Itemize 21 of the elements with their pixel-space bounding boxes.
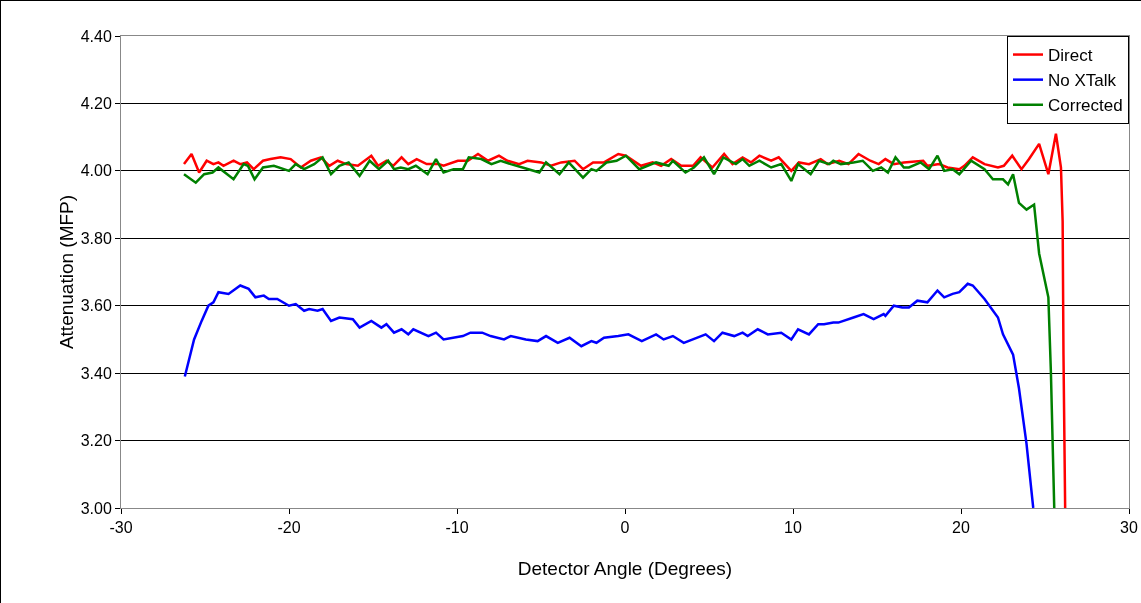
x-tick-label: 30 [1120,519,1138,537]
x-tick-label: 10 [784,519,802,537]
y-tick-label: 3.20 [80,432,112,450]
x-tick-label: -10 [445,519,469,537]
legend-label: Direct [1048,46,1093,66]
y-tick-label: 3.80 [80,229,112,247]
y-tick-label: 4.40 [80,27,112,45]
y-tick-label: 4.20 [80,95,112,113]
x-tick-label: -20 [277,519,301,537]
legend-label: Corrected [1048,96,1123,116]
line-series [183,282,1035,508]
x-tick-label: -30 [109,519,133,537]
y-tick-label: 4.00 [80,162,112,180]
x-tick-label: 0 [620,519,630,537]
y-axis-title: Attenuation (MFP) [56,194,77,350]
y-tick-label: 3.40 [80,364,112,382]
y-tick-label: 3.00 [80,499,112,517]
x-tick-label: 20 [952,519,970,537]
x-axis-title: Detector Angle (Degrees) [517,558,733,579]
y-tick-label: 3.60 [80,297,112,315]
legend-label: No XTalk [1048,71,1117,91]
